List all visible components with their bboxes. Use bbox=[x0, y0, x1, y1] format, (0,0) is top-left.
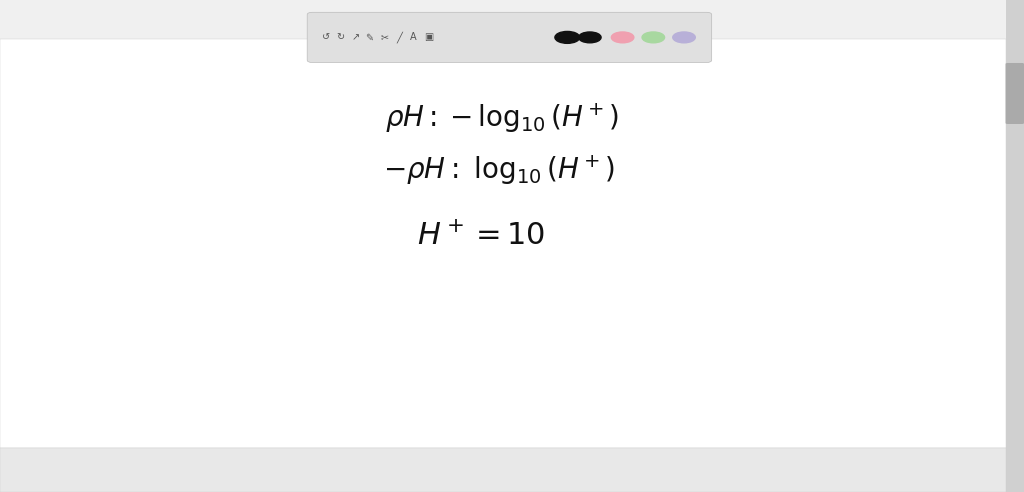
Circle shape bbox=[611, 32, 634, 43]
Text: ▣: ▣ bbox=[424, 32, 434, 42]
Text: ↺: ↺ bbox=[322, 32, 330, 42]
Text: ↗: ↗ bbox=[351, 32, 359, 42]
FancyBboxPatch shape bbox=[307, 12, 712, 62]
Circle shape bbox=[642, 32, 665, 43]
Text: ✎: ✎ bbox=[366, 32, 374, 42]
Circle shape bbox=[579, 32, 601, 43]
FancyBboxPatch shape bbox=[0, 39, 1006, 448]
Circle shape bbox=[673, 32, 695, 43]
Circle shape bbox=[555, 31, 580, 43]
Text: ✂: ✂ bbox=[381, 32, 389, 42]
Text: $-\rho H\mathregular{:}\ \log_{10}(H^+)$: $-\rho H\mathregular{:}\ \log_{10}(H^+)$ bbox=[383, 153, 614, 186]
Text: A: A bbox=[411, 32, 417, 42]
FancyBboxPatch shape bbox=[1006, 0, 1024, 492]
Text: $\rho H\mathregular{:} -\log_{10}(H^+)$: $\rho H\mathregular{:} -\log_{10}(H^+)$ bbox=[385, 101, 618, 135]
FancyBboxPatch shape bbox=[0, 448, 1006, 492]
Text: $H^+\mathregular{= 10}$: $H^+\mathregular{= 10}$ bbox=[417, 221, 546, 251]
FancyBboxPatch shape bbox=[1006, 63, 1024, 124]
Text: ╱: ╱ bbox=[396, 31, 402, 43]
Text: ↻: ↻ bbox=[336, 32, 344, 42]
